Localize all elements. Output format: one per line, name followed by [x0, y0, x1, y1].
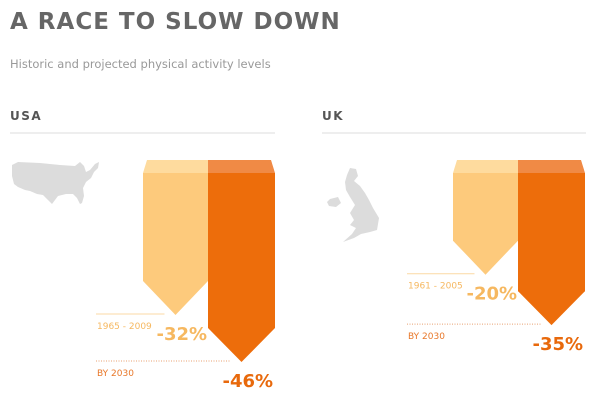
- uk-map-icon: [327, 168, 379, 242]
- bar-cap: [518, 160, 585, 173]
- usa-map-icon: [12, 162, 99, 204]
- data-label: -35%: [533, 334, 584, 355]
- page-title: A RACE TO SLOW DOWN: [10, 9, 341, 35]
- data-label: -32%: [157, 324, 208, 345]
- projection-label: BY 2030: [97, 369, 134, 379]
- page-subtitle: Historic and projected physical activity…: [10, 57, 271, 71]
- period-label: 1965 - 2009: [97, 322, 152, 332]
- projection-label: BY 2030: [408, 332, 445, 342]
- panel-usa: USA 1965 - 2009 -32% BY 2030 -46%: [10, 109, 275, 392]
- bar-historic: [143, 173, 208, 316]
- bar-cap: [208, 160, 275, 173]
- country-heading: UK: [322, 109, 344, 123]
- bar-projected: [208, 173, 275, 363]
- bar-cap: [453, 160, 518, 173]
- data-label: -20%: [467, 284, 518, 305]
- period-label: 1961 - 2005: [408, 282, 463, 292]
- data-label: -46%: [223, 371, 274, 392]
- country-heading: USA: [10, 109, 42, 123]
- bar-projected: [518, 173, 585, 326]
- bar-cap: [143, 160, 208, 173]
- bar-historic: [453, 173, 518, 275]
- panel-uk: UK 1961 - 2005 -20% BY 2030 -35%: [322, 109, 586, 355]
